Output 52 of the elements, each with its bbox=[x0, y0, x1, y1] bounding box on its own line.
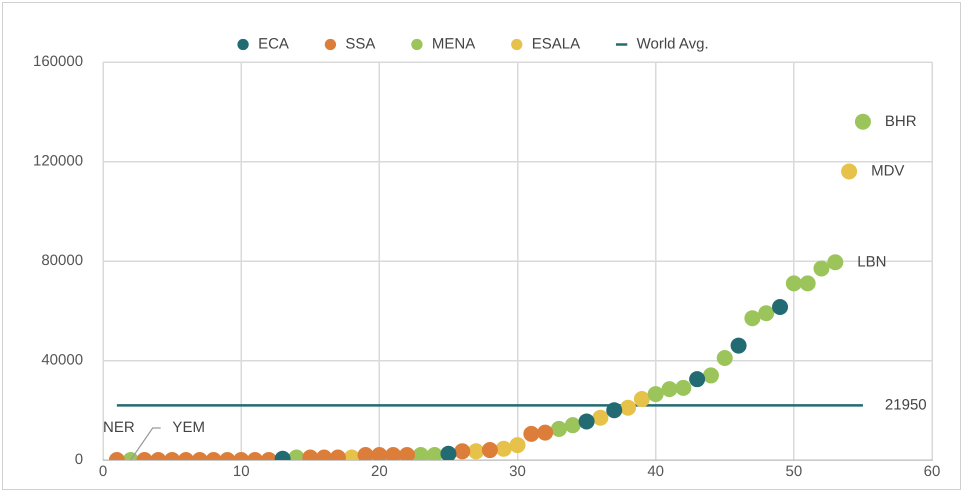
annotation: BHR bbox=[884, 112, 917, 130]
annotation: LBN bbox=[857, 253, 886, 270]
point bbox=[841, 163, 858, 180]
y-tick-label: 120000 bbox=[32, 152, 84, 170]
point bbox=[730, 338, 747, 354]
point bbox=[716, 350, 733, 366]
x-tick-label: 60 bbox=[924, 463, 940, 480]
x-tick-label: 50 bbox=[786, 463, 802, 480]
y-tick-label: 40000 bbox=[41, 352, 84, 369]
annotation: 21950 bbox=[884, 396, 927, 414]
x-tick-label: 30 bbox=[509, 463, 526, 480]
point bbox=[440, 446, 456, 460]
x-tick-label: 40 bbox=[647, 463, 664, 480]
y-tick-label: 160000 bbox=[32, 53, 84, 70]
x-tick-label: 0 bbox=[98, 463, 108, 480]
legend-label: MENA bbox=[432, 36, 476, 53]
legend-label: SSA bbox=[345, 36, 376, 53]
point bbox=[648, 386, 664, 402]
y-tick-label: 0 bbox=[74, 451, 84, 468]
point bbox=[800, 275, 816, 292]
point bbox=[564, 417, 581, 434]
point bbox=[702, 367, 719, 384]
point bbox=[758, 305, 774, 322]
x-tick-label: 20 bbox=[371, 463, 388, 480]
annotation: NER bbox=[103, 419, 135, 436]
y-tick-label: 80000 bbox=[41, 252, 84, 270]
point bbox=[606, 402, 622, 418]
point bbox=[772, 299, 788, 316]
point bbox=[482, 442, 498, 458]
point bbox=[662, 381, 678, 398]
point bbox=[786, 275, 802, 292]
point bbox=[620, 400, 636, 416]
x-tick-label: 10 bbox=[232, 463, 250, 480]
point bbox=[550, 420, 567, 437]
legend-label: ECA bbox=[258, 36, 289, 53]
point bbox=[675, 380, 692, 396]
point bbox=[689, 371, 706, 388]
legend-label: ESALA bbox=[532, 36, 580, 53]
point bbox=[523, 426, 540, 442]
point bbox=[744, 310, 760, 326]
annotation: MDV bbox=[871, 162, 904, 180]
point bbox=[454, 443, 470, 460]
annotation: YEM bbox=[172, 419, 205, 436]
point bbox=[537, 424, 554, 441]
point bbox=[578, 413, 595, 430]
point bbox=[854, 114, 871, 130]
point bbox=[634, 391, 650, 408]
point bbox=[813, 260, 830, 276]
point bbox=[510, 437, 526, 454]
legend-label: World Avg. bbox=[636, 36, 709, 53]
point bbox=[827, 254, 844, 270]
point bbox=[592, 410, 608, 426]
